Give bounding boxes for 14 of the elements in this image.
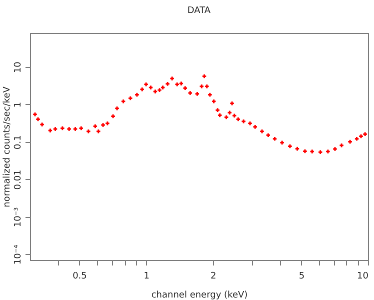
x-tick-label: 10 bbox=[357, 272, 369, 282]
y-tick-label: 0.01 bbox=[14, 170, 24, 190]
y-tick-label: 10⁻³ bbox=[14, 206, 24, 228]
y-tick-label: 0.1 bbox=[14, 135, 24, 150]
y-tick-label: 10 bbox=[14, 61, 24, 74]
chart-title: DATA bbox=[187, 6, 212, 16]
x-tick-label: 1 bbox=[144, 272, 150, 282]
x-tick-label: 2 bbox=[210, 272, 216, 282]
x-tick-label: 5 bbox=[298, 272, 305, 282]
y-tick-label: 1 bbox=[14, 102, 24, 108]
y-tick-label: 10⁻⁴ bbox=[14, 244, 24, 265]
x-axis-title: channel energy (keV) bbox=[151, 290, 248, 300]
y-axis-title: normalized counts/sec/keV bbox=[2, 86, 12, 208]
x-tick-label: 0.5 bbox=[72, 272, 87, 282]
